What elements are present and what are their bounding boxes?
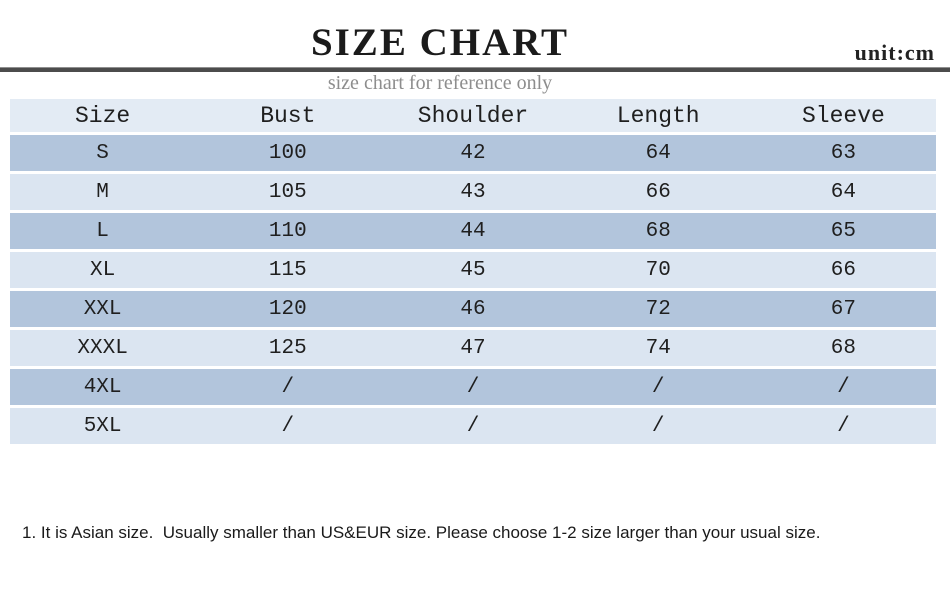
table-cell-shoulder: 43 (460, 180, 486, 204)
note-line-1: 1. It is Asian size. Usually smaller tha… (22, 523, 821, 542)
table-cell-length: 72 (645, 297, 671, 321)
column-header-length: Length (616, 102, 700, 129)
table-row-l: L 110 44 68 65 (10, 213, 936, 249)
table-row-5xl: 5XL / / / / (10, 408, 936, 444)
table-cell-bust: / (281, 414, 295, 438)
notes-section: 1. It is Asian size. Usually smaller tha… (22, 473, 932, 591)
table-cell-sleeve: 64 (830, 180, 857, 204)
table-cell-size: 4XL (83, 375, 122, 399)
table-cell-length: 70 (645, 258, 671, 282)
table-row-xxxl: XXXL 125 47 74 68 (10, 330, 936, 366)
table-cell-length: 66 (645, 180, 671, 204)
column-header-shoulder: Shoulder (417, 102, 529, 129)
table-cell-length: 68 (645, 219, 671, 243)
table-row-4xl: 4XL / / / / (10, 369, 936, 405)
table-cell-size: L (96, 219, 109, 243)
subtitle: size chart for reference only (327, 72, 553, 94)
table-cell-sleeve: 63 (830, 141, 857, 165)
table-cell-size: XXL (83, 297, 122, 321)
size-table: Size Bust Shoulder Length Sleeve S 100 4… (10, 99, 936, 444)
table-cell-shoulder: 45 (460, 258, 486, 282)
table-cell-size: XXXL (77, 336, 128, 360)
table-cell-size: S (96, 141, 109, 165)
table-cell-sleeve: 66 (830, 258, 857, 282)
table-cell-shoulder: 46 (460, 297, 486, 321)
column-header-size: Size (74, 102, 131, 129)
table-cell-bust: / (281, 375, 295, 399)
table-cell-size: M (96, 180, 109, 204)
table-cell-sleeve: 68 (830, 336, 857, 360)
column-header-bust: Bust (260, 102, 316, 129)
table-cell-sleeve: / (837, 375, 850, 399)
table-cell-length: / (651, 414, 665, 438)
table-cell-bust: 125 (268, 336, 307, 360)
table-cell-bust: 120 (268, 297, 307, 321)
table-cell-shoulder: / (466, 375, 480, 399)
column-header-sleeve: Sleeve (802, 102, 885, 129)
table-cell-shoulder: / (466, 414, 480, 438)
table-row-s: S 100 42 64 63 (10, 135, 936, 171)
table-cell-sleeve: 65 (830, 219, 857, 243)
table-row-xxl: XXL 120 46 72 67 (10, 291, 936, 327)
table-cell-length: / (651, 375, 665, 399)
table-cell-length: 64 (645, 141, 671, 165)
table-cell-size: XL (89, 258, 116, 282)
table-cell-shoulder: 47 (460, 336, 486, 360)
table-header-row: Size Bust Shoulder Length Sleeve (10, 99, 936, 132)
divider-bar (0, 67, 950, 72)
table-cell-sleeve: 67 (830, 297, 857, 321)
page-title: SIZE CHART (310, 21, 570, 64)
table-row-xl: XL 115 45 70 66 (10, 252, 936, 288)
table-cell-sleeve: / (837, 414, 850, 438)
table-cell-length: 74 (645, 336, 671, 360)
table-cell-bust: 100 (268, 141, 307, 165)
table-cell-bust: 105 (268, 180, 307, 204)
table-row-m: M 105 43 66 64 (10, 174, 936, 210)
table-cell-bust: 110 (268, 219, 307, 243)
unit-label: unit:cm (854, 40, 935, 65)
table-cell-size: 5XL (83, 414, 122, 438)
table-cell-bust: 115 (268, 258, 307, 282)
table-cell-shoulder: 44 (460, 219, 486, 243)
table-cell-shoulder: 42 (460, 141, 486, 165)
